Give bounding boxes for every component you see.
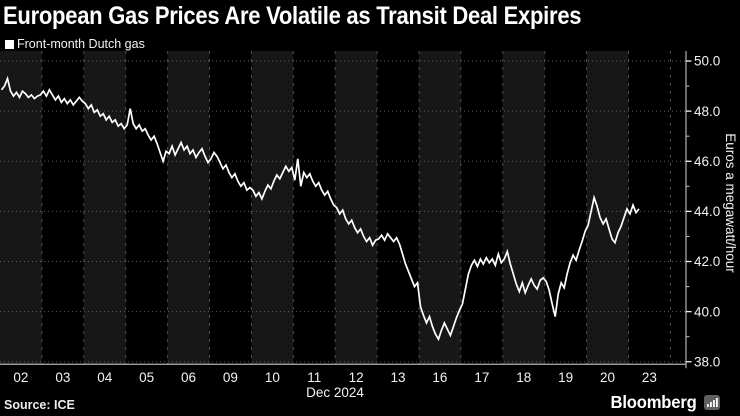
x-tick-label-02: 02 bbox=[13, 370, 28, 385]
x-tick-label-23: 23 bbox=[642, 370, 657, 385]
day-band-18 bbox=[502, 51, 545, 365]
x-tick-label-04: 04 bbox=[97, 370, 113, 385]
legend-square-marker-icon bbox=[5, 39, 14, 49]
x-tick-label-16: 16 bbox=[432, 370, 447, 385]
y-tick-label: 44.0 bbox=[694, 204, 720, 219]
day-band-12 bbox=[335, 51, 378, 365]
x-tick-label-20: 20 bbox=[600, 370, 615, 385]
x-tick-label-13: 13 bbox=[391, 370, 406, 385]
day-band-10 bbox=[251, 51, 294, 365]
bloomberg-wordmark: Bloomberg bbox=[610, 392, 697, 412]
bar-chart-icon bbox=[704, 395, 720, 410]
x-tick-label-03: 03 bbox=[55, 370, 70, 385]
x-tick-label-09: 09 bbox=[223, 370, 238, 385]
y-tick-label: 42.0 bbox=[694, 254, 720, 269]
day-band-06 bbox=[167, 51, 210, 365]
day-band-16 bbox=[419, 51, 461, 365]
x-tick-label-19: 19 bbox=[558, 370, 573, 385]
x-tick-label-10: 10 bbox=[265, 370, 280, 385]
bloomberg-brand: Bloomberg bbox=[606, 392, 720, 413]
y-axis-title: Euros a megawatt/hour bbox=[723, 133, 738, 273]
x-tick-label-05: 05 bbox=[139, 370, 154, 385]
x-tick-label-12: 12 bbox=[349, 370, 364, 385]
y-tick-label: 40.0 bbox=[694, 304, 720, 319]
y-tick-label: 46.0 bbox=[694, 154, 720, 169]
legend: Front-month Dutch gas bbox=[5, 38, 145, 50]
x-tick-label-06: 06 bbox=[181, 370, 196, 385]
x-tick-label-17: 17 bbox=[474, 370, 489, 385]
x-tick-label-11: 11 bbox=[307, 370, 321, 385]
day-band-04 bbox=[83, 51, 126, 365]
x-axis-period-label: Dec 2024 bbox=[306, 385, 364, 400]
y-tick-label: 48.0 bbox=[694, 104, 720, 119]
day-band-20 bbox=[586, 51, 629, 365]
price-line bbox=[0, 75, 640, 342]
source-attribution: Source: ICE bbox=[4, 398, 75, 412]
x-tick-label-18: 18 bbox=[516, 370, 531, 385]
y-tick-label: 50.0 bbox=[694, 54, 720, 69]
legend-series-label: Front-month Dutch gas bbox=[17, 37, 145, 51]
y-tick-label: 38.0 bbox=[694, 354, 720, 369]
chart-title: European Gas Prices Are Volatile as Tran… bbox=[3, 2, 582, 30]
